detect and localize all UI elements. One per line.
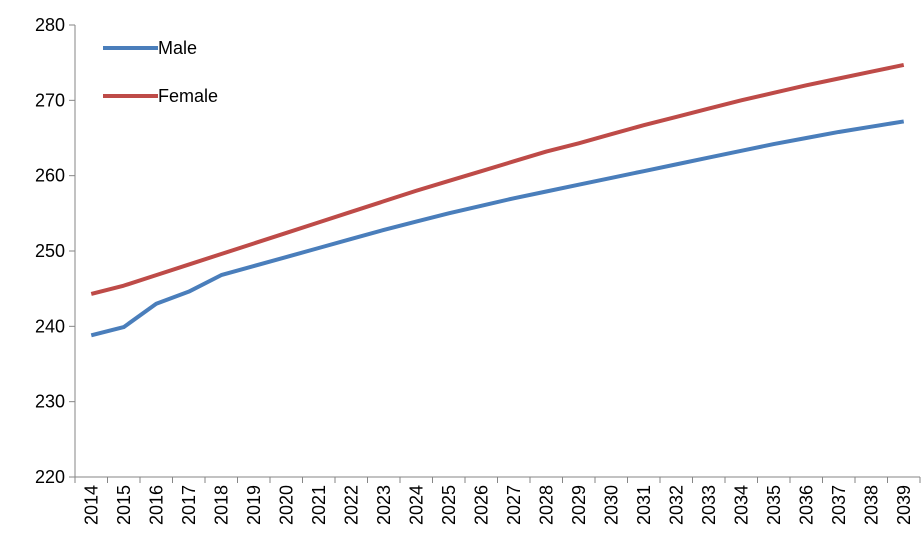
x-tick-label: 2038 [861, 485, 881, 525]
y-tick-label: 220 [35, 467, 65, 487]
x-tick-label: 2033 [699, 485, 719, 525]
x-tick-label: 2015 [114, 485, 134, 525]
x-tick-label: 2039 [894, 485, 914, 525]
x-axis: 2014 2015 2016 2017 2018 2019 2020 2021 2022 2023… [74, 476, 921, 525]
series-line-male [90, 119, 905, 338]
x-tick-label: 2021 [309, 485, 329, 525]
x-tick-label: 2016 [146, 485, 166, 525]
x-tick-label: 2025 [439, 485, 459, 525]
x-tick-label: 2029 [569, 485, 589, 525]
x-tick-label: 2034 [731, 485, 751, 525]
x-tick-label: 2024 [406, 485, 426, 525]
x-tick-label: 2030 [601, 485, 621, 525]
x-tick-label: 2017 [179, 485, 199, 525]
y-tick-label: 260 [35, 166, 65, 186]
x-tick-label: 2023 [374, 485, 394, 525]
legend-item-female: Female [103, 86, 218, 106]
x-tick-label: 2032 [666, 485, 686, 525]
x-tick-label: 2018 [211, 485, 231, 525]
x-tick-label: 2022 [341, 485, 361, 525]
x-tick-label: 2019 [244, 485, 264, 525]
y-tick-label: 230 [35, 392, 65, 412]
legend: Male Female [103, 38, 218, 106]
y-tick-label: 240 [35, 316, 65, 336]
x-tick-label: 2026 [471, 485, 491, 525]
legend-label: Female [158, 86, 218, 106]
x-tick-label: 2014 [81, 485, 101, 525]
legend-item-male: Male [103, 38, 197, 58]
y-axis: 220 230 240 250 260 270 280 [35, 15, 76, 487]
y-tick-label: 250 [35, 241, 65, 261]
y-tick-label: 270 [35, 90, 65, 110]
series-line-female [90, 62, 905, 296]
x-tick-label: 2020 [276, 485, 296, 525]
y-tick-label: 280 [35, 15, 65, 35]
series-layer [90, 62, 905, 338]
x-tick-label: 2028 [536, 485, 556, 525]
x-tick-label: 2031 [634, 485, 654, 525]
x-tick-label: 2035 [764, 485, 784, 525]
x-tick-label: 2027 [504, 485, 524, 525]
x-tick-label: 2036 [796, 485, 816, 525]
legend-label: Male [158, 38, 197, 58]
x-tick-label: 2037 [829, 485, 849, 525]
